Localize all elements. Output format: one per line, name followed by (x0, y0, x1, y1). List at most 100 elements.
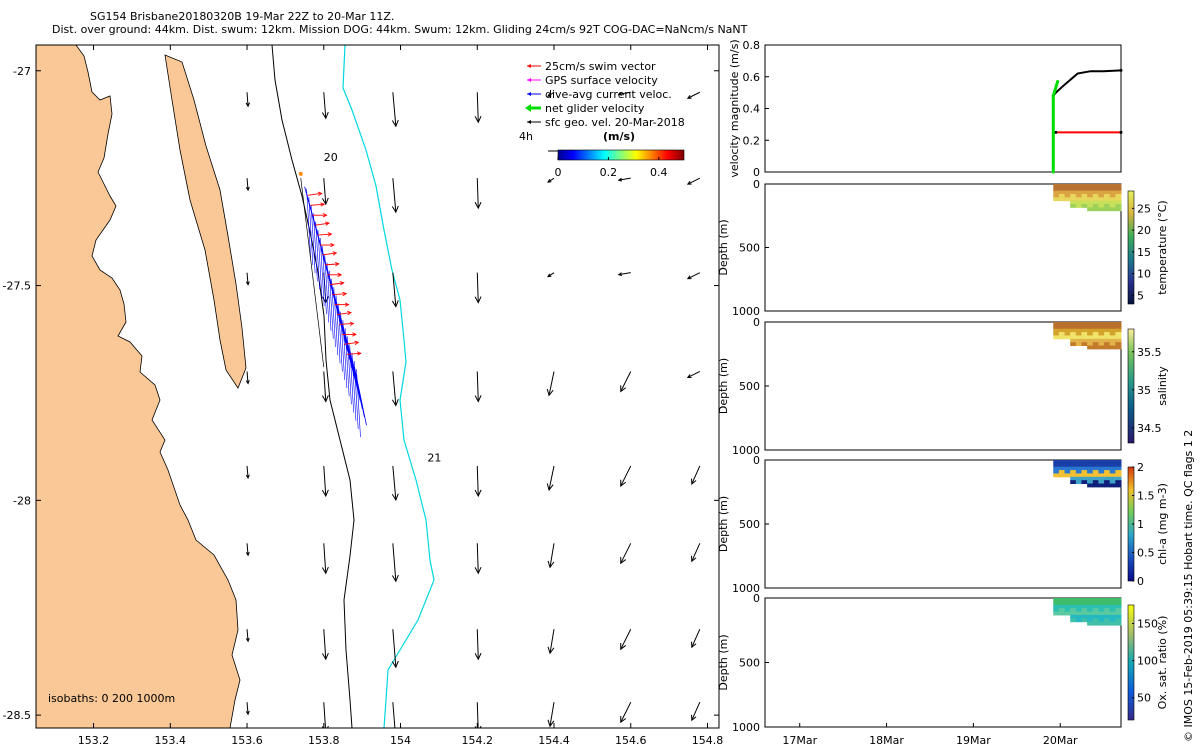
oxygen-cell (1064, 598, 1071, 602)
swim-vector (339, 321, 355, 326)
oxygen-cell (1053, 604, 1060, 609)
temperature-y-tick-label: 500 (739, 242, 760, 255)
velocity-point (1119, 130, 1123, 134)
oxygen-cell (1081, 614, 1088, 619)
oxygen-cell (1075, 601, 1082, 606)
dac-vector (306, 188, 311, 257)
legend-gps-arrow-icon (527, 78, 531, 82)
temperature-cell (1058, 187, 1066, 192)
oxygen-cell (1104, 601, 1111, 606)
salinity-cell (1064, 328, 1071, 333)
temperature-cell (1070, 197, 1077, 202)
map-y-tick-label: -28.5 (3, 709, 31, 722)
swim-vector (336, 310, 353, 316)
oxygen-colorbar-label: Ox. sat. ratio (%) (1156, 616, 1169, 710)
oxygen-cell (1075, 611, 1082, 616)
geo-vector (617, 177, 631, 182)
chlorophyll-cell (1092, 483, 1099, 488)
swim-vector (317, 232, 333, 237)
salinity-cell (1092, 328, 1099, 333)
salinity-cell (1109, 335, 1116, 340)
chlorophyll-cell (1070, 466, 1077, 471)
legend-dac: dive-avg current veloc. (527, 88, 672, 101)
temperature-cell (1087, 190, 1094, 195)
salinity-cell (1104, 335, 1111, 340)
temperature-cell (1087, 207, 1094, 212)
oxygen-cell (1075, 598, 1082, 602)
geo-vector (686, 91, 701, 99)
map-x-tick-label: 154.6 (615, 734, 647, 747)
salinity-cell (1075, 338, 1082, 343)
map-x-tick-label: 153.6 (231, 734, 263, 747)
dac-vector (324, 254, 330, 323)
temperature-colorbar-tick-label: 5 (1137, 289, 1144, 302)
dac-vector (333, 287, 339, 356)
chlorophyll-cell (1098, 476, 1105, 481)
geo-vector (547, 177, 555, 183)
temperature-cell (1075, 197, 1082, 202)
chlorophyll-cell (1064, 470, 1071, 474)
chlorophyll-cell (1104, 480, 1111, 485)
legend-gps-label: GPS surface velocity (545, 74, 658, 87)
temperature-cell (1092, 187, 1099, 192)
geo-vector (391, 543, 399, 583)
chlorophyll-cell (1058, 473, 1066, 478)
time-x-tick-label: 18Mar (869, 734, 904, 747)
temperature-cell (1058, 197, 1066, 202)
oxygen-colorbar-tick-label: 50 (1137, 692, 1151, 705)
geo-vector (617, 272, 631, 277)
chlorophyll-cell (1053, 463, 1060, 468)
geo-vector (245, 629, 250, 643)
geo-vector (245, 178, 250, 192)
salinity-cell (1109, 345, 1116, 350)
chlorophyll-cell (1115, 460, 1122, 464)
oxygen-cell (1064, 611, 1071, 616)
legend-net: net glider velocity (525, 102, 645, 115)
temperature-cell (1098, 197, 1105, 202)
salinity-cell (1087, 328, 1094, 333)
oxygen-cell (1092, 611, 1099, 616)
geo-vector (691, 543, 701, 563)
swim-vector (319, 242, 335, 248)
salinity-cell (1109, 342, 1116, 347)
chlorophyll-cell (1104, 473, 1111, 478)
oxygen-cell (1053, 608, 1060, 613)
speed-colorbar-tick-label: 0.2 (600, 166, 618, 179)
dac-vector (310, 205, 316, 274)
legend-dac-arrow-icon (527, 92, 531, 96)
geo-vector (321, 465, 329, 498)
geo-vector (245, 92, 251, 108)
salinity-cell (1092, 342, 1099, 347)
chlorophyll-colorbar-tick-label: 0 (1137, 575, 1144, 588)
chlorophyll-cell (1075, 476, 1082, 481)
salinity-cell (1070, 325, 1077, 330)
salinity-cell (1070, 332, 1077, 336)
temperature-cell (1109, 197, 1116, 202)
salinity-cell (1109, 325, 1116, 330)
moreton-island (164, 54, 247, 389)
oxygen-cell (1081, 611, 1088, 616)
chlorophyll-cell (1064, 473, 1071, 478)
geo-vector (691, 628, 701, 649)
oxygen-cell (1115, 604, 1122, 609)
geo-vector (620, 465, 632, 487)
oxygen-cell (1098, 608, 1105, 613)
salinity-cell (1064, 325, 1071, 330)
chlorophyll-colorbar-label: chl-a (mg m-3) (1156, 483, 1169, 565)
chlorophyll-cell (1081, 473, 1088, 478)
temperature-cell (1092, 200, 1099, 205)
salinity-cell (1098, 328, 1105, 333)
chlorophyll-cell (1098, 463, 1105, 468)
geo-vector (391, 178, 399, 214)
legend-net-arrow-icon (525, 104, 531, 112)
chlorophyll-cell (1075, 480, 1082, 485)
map-x-tick-label: 153.8 (308, 734, 340, 747)
temperature-cell (1109, 207, 1116, 212)
salinity-colorbar-tick-label: 35 (1137, 384, 1151, 397)
salinity-cell (1092, 322, 1099, 326)
temperature-cell (1053, 197, 1060, 202)
geo-vector (686, 272, 701, 280)
legend-swim-label: 25cm/s swim vector (545, 60, 656, 73)
